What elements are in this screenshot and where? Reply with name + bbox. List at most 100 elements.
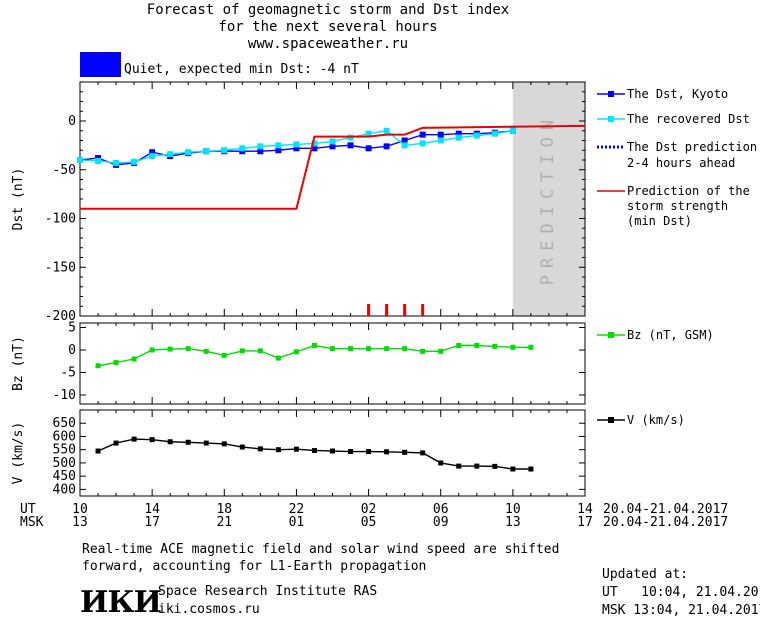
series-line-bz-0: [97, 344, 531, 367]
series-line-v-0: [97, 438, 531, 470]
data-point-bz-0: [402, 346, 408, 352]
data-point-dst-1: [293, 141, 300, 148]
legend-strength-3: (min Dst): [627, 214, 693, 228]
y-tick-label-dst: -150: [45, 260, 76, 275]
data-point-bz-0: [330, 346, 335, 352]
site-url[interactable]: www.spaceweather.ru: [247, 36, 409, 52]
title-line-2: for the next several hours: [218, 19, 438, 35]
data-point-dst-1: [491, 130, 498, 137]
data-point-bz-0: [456, 343, 462, 348]
y-tick-label-bz: -10: [53, 388, 76, 403]
data-point-bz-0: [293, 349, 299, 355]
data-point-dst-0: [401, 137, 408, 144]
data-point-dst-1: [77, 157, 83, 163]
data-point-dst-1: [401, 142, 408, 149]
data-point-v-0: [239, 444, 245, 450]
data-point-dst-1: [383, 127, 390, 134]
data-point-v-0: [348, 449, 354, 455]
y-tick-label-v: 450: [53, 469, 76, 484]
y-axis-label-bz: Bz (nT): [11, 336, 26, 391]
data-point-dst-1: [167, 151, 174, 158]
data-point-v-0: [95, 448, 101, 454]
data-point-bz-0: [167, 346, 173, 352]
data-point-v-0: [311, 447, 317, 453]
data-point-v-0: [438, 460, 444, 466]
data-point-dst-1: [473, 132, 480, 139]
data-point-v-0: [149, 437, 155, 443]
updated-msk: MSK 13:04, 21.04.2017: [602, 603, 760, 618]
data-point-v-0: [474, 463, 480, 469]
data-point-v-0: [131, 436, 137, 442]
data-point-dst-0: [257, 148, 264, 155]
ut-tick-label: 02: [360, 502, 377, 517]
data-point-v-0: [510, 466, 516, 472]
data-point-v-0: [528, 466, 534, 472]
title-line-1: Forecast of geomagnetic storm and Dst in…: [146, 2, 510, 18]
ut-label: UT: [20, 502, 36, 517]
panel-frame-dst: [79, 81, 586, 317]
org-name: Space Research Institute RAS: [158, 584, 378, 599]
data-point-bz-0: [149, 347, 155, 353]
data-point-dst-1: [365, 130, 372, 137]
ut-dates: 20.04-21.04.2017: [603, 502, 729, 517]
data-point-dst-0: [329, 143, 336, 150]
data-point-dst-0: [365, 145, 372, 152]
legend-strength-2: storm strength: [627, 199, 729, 213]
org-block: Space Research Institute RAS iki.cosmos.…: [158, 583, 377, 619]
prediction-band-label: PREDICTION: [538, 113, 558, 285]
data-point-v-0: [185, 439, 191, 445]
data-point-dst-0: [419, 131, 426, 138]
data-point-bz-0: [366, 346, 372, 352]
y-axis-label-v: V (km/s): [11, 422, 26, 485]
msk-label: MSK: [20, 515, 44, 530]
y-tick-label-bz: 0: [68, 343, 76, 358]
data-point-v-0: [167, 439, 173, 445]
data-point-v-0: [293, 446, 299, 452]
msk-dates: 20.04-21.04.2017: [603, 515, 729, 530]
legend-prediction-1: The Dst prediction: [627, 140, 758, 154]
data-point-bz-0: [95, 363, 101, 369]
y-tick-label-v: 500: [53, 456, 76, 471]
data-point-v-0: [420, 450, 426, 456]
data-point-v-0: [275, 447, 281, 453]
msk-tick-label: 09: [432, 515, 449, 530]
data-point-bz-0: [131, 356, 137, 362]
msk-tick-label: 17: [577, 515, 593, 530]
data-point-v-0: [366, 449, 372, 455]
data-point-bz-0: [348, 346, 354, 352]
data-point-bz-0: [239, 348, 245, 354]
legend-strength-1: Prediction of the: [627, 184, 750, 198]
data-point-v-0: [492, 463, 498, 469]
updated-block: Updated at: UT 10:04, 21.04.2017 MSK 13:04…: [602, 566, 760, 620]
data-point-v-0: [402, 449, 408, 455]
footer-note-line-2: forward, accounting for L1-Earth propaga…: [82, 559, 427, 574]
data-point-bz-0: [438, 348, 444, 354]
legend-glyph-bz-marker: [608, 332, 614, 338]
msk-tick-label: 21: [216, 515, 233, 530]
org-url[interactable]: iki.cosmos.ru: [158, 602, 260, 617]
updated-label: Updated at:: [602, 567, 689, 582]
data-point-dst-1: [221, 147, 228, 154]
y-tick-label-bz: 5: [68, 321, 76, 336]
data-point-v-0: [456, 463, 462, 469]
data-point-dst-1: [419, 140, 426, 147]
y-tick-label-v: 550: [53, 443, 76, 458]
data-point-dst-0: [455, 130, 462, 137]
legend-prediction-2: 2-4 hours ahead: [627, 156, 736, 170]
data-point-dst-1: [185, 149, 192, 156]
legend-glyph-v-marker: [608, 417, 614, 423]
data-point-dst-1: [113, 159, 120, 166]
data-point-v-0: [203, 440, 209, 446]
data-point-v-0: [113, 440, 119, 446]
data-point-dst-1: [257, 143, 264, 150]
data-point-v-0: [330, 448, 335, 454]
legend-bz: Bz (nT, GSM): [627, 328, 714, 342]
footer-note-line-1: Real-time ACE magnetic field and solar w…: [82, 542, 560, 557]
panel-frame-bz: [79, 322, 586, 405]
data-point-bz-0: [221, 352, 227, 358]
y-tick-label-dst: -100: [45, 212, 76, 227]
y-tick-label-dst: -200: [45, 309, 76, 324]
status-swatch: [80, 52, 121, 77]
data-point-dst-1: [131, 158, 138, 165]
